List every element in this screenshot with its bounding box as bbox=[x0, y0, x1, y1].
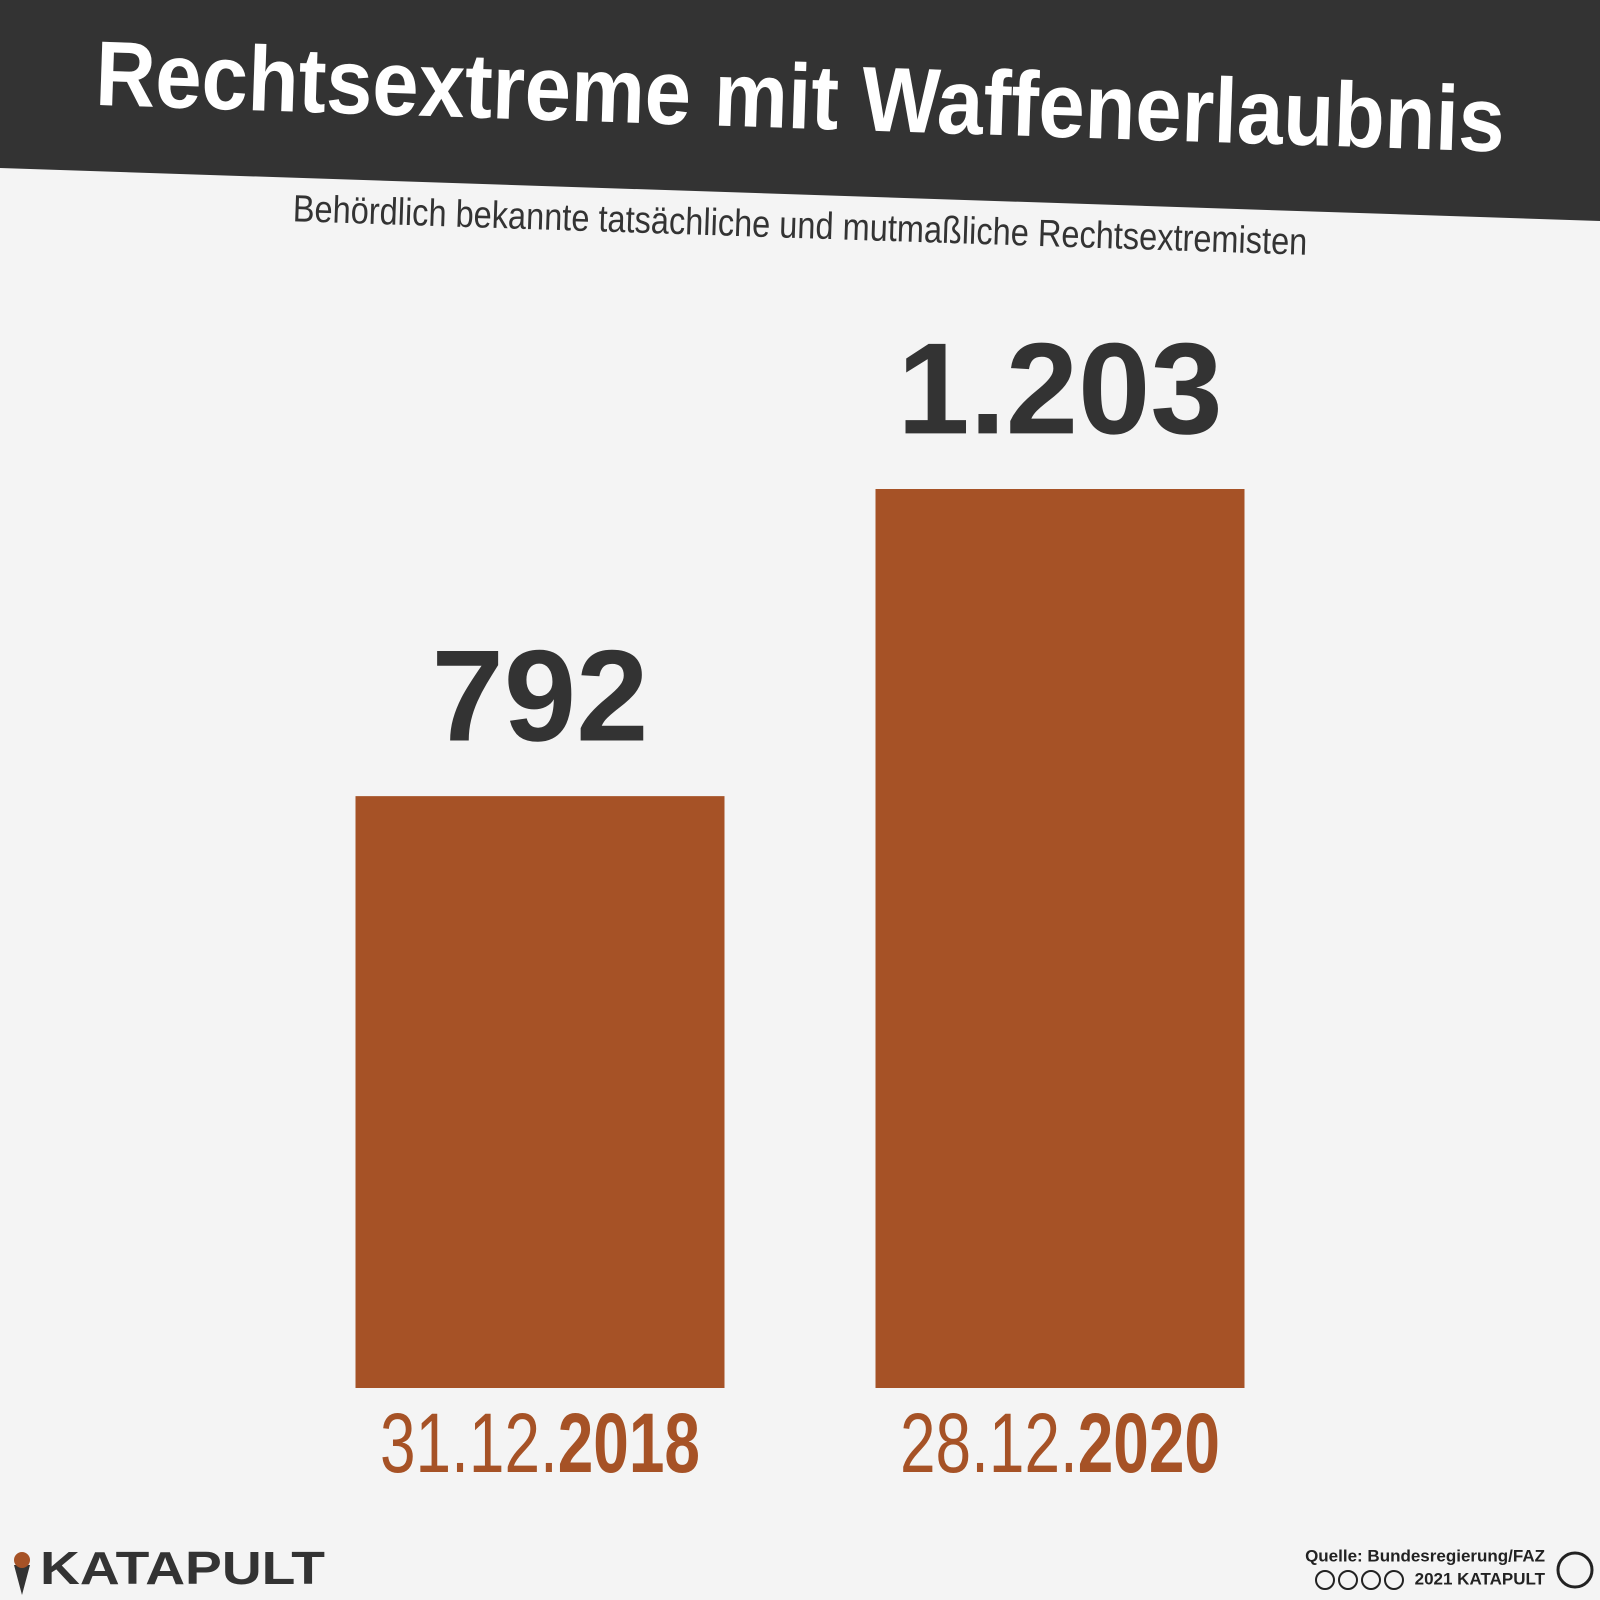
x-tick-label: 31.12.2018 bbox=[380, 1396, 700, 1490]
nc-icon bbox=[1361, 1570, 1381, 1590]
x-tick-label: 28.12.2020 bbox=[900, 1396, 1220, 1490]
page-number-circle bbox=[1556, 1551, 1594, 1589]
logo: KATAPULT bbox=[14, 1542, 325, 1595]
value-label: 1.203 bbox=[897, 315, 1222, 461]
logo-icon bbox=[14, 1565, 30, 1595]
title-banner bbox=[0, 0, 1600, 221]
logo-text: KATAPULT bbox=[40, 1542, 325, 1594]
bar bbox=[875, 489, 1245, 1388]
copyright: 2021 KATAPULT bbox=[1415, 1569, 1546, 1588]
logo-icon bbox=[14, 1552, 30, 1568]
license-icons bbox=[1315, 1551, 1594, 1590]
source: Quelle: Bundesregierung/FAZ bbox=[1305, 1546, 1545, 1565]
bar bbox=[355, 796, 725, 1388]
by-icon bbox=[1338, 1570, 1358, 1590]
nd-icon bbox=[1384, 1570, 1404, 1590]
cc-icon bbox=[1315, 1570, 1335, 1590]
value-label: 792 bbox=[432, 622, 649, 768]
